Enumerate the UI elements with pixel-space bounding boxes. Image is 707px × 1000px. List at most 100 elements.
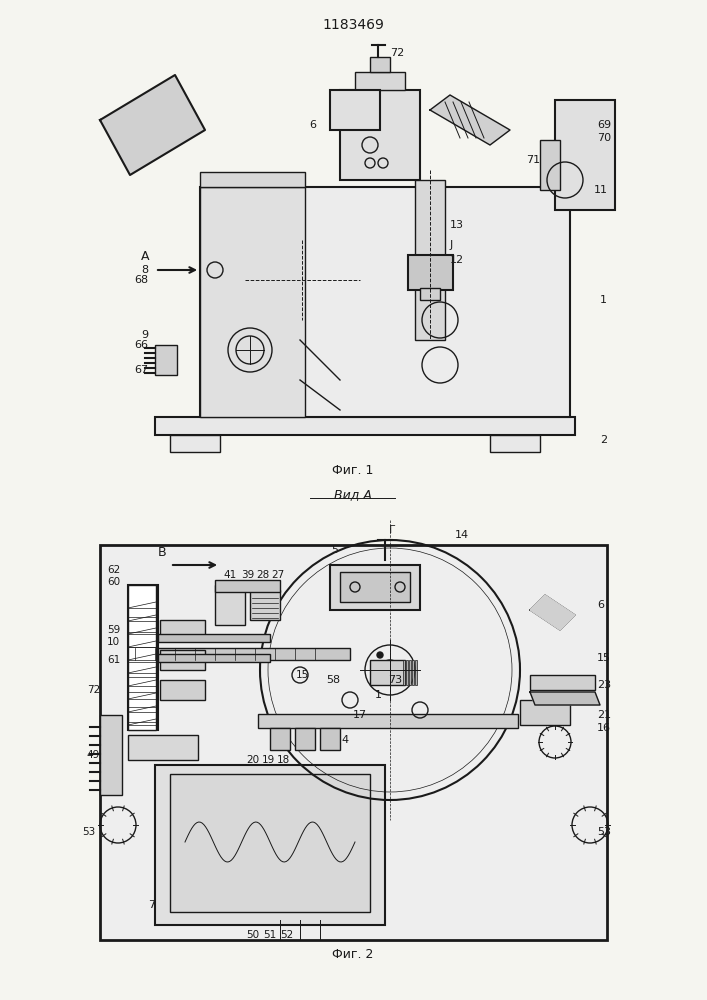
Bar [330, 90, 380, 130]
Bar [420, 288, 440, 300]
Text: 73: 73 [388, 675, 402, 685]
Text: 62: 62 [107, 565, 120, 575]
Bar [355, 72, 405, 90]
Text: Г: Г [389, 525, 396, 535]
Bar [160, 680, 205, 700]
Text: 14: 14 [455, 530, 469, 540]
Text: 39: 39 [241, 570, 255, 580]
Text: 70: 70 [597, 133, 611, 143]
Bar [270, 728, 290, 750]
Text: 20: 20 [247, 755, 259, 765]
Text: 49: 49 [87, 750, 100, 760]
Text: 53: 53 [82, 827, 95, 837]
Bar [160, 620, 205, 640]
Text: 28: 28 [257, 570, 269, 580]
Bar [490, 435, 540, 452]
Text: 71: 71 [526, 155, 540, 165]
Text: 15: 15 [597, 653, 611, 663]
Bar [215, 580, 280, 592]
Text: 53: 53 [597, 827, 611, 837]
Text: 27: 27 [271, 570, 285, 580]
Bar [520, 700, 570, 725]
Text: А: А [141, 250, 149, 263]
Bar [100, 545, 607, 940]
Text: 16: 16 [597, 723, 611, 733]
Bar [100, 715, 122, 795]
Bar [160, 650, 205, 670]
Text: Вид А: Вид А [334, 488, 372, 502]
Text: 67: 67 [134, 365, 148, 375]
Bar [540, 140, 560, 190]
Text: 68: 68 [134, 275, 148, 285]
Polygon shape [530, 595, 575, 630]
Bar [555, 100, 615, 210]
Text: 50: 50 [247, 930, 259, 940]
Bar [250, 590, 280, 620]
Bar [330, 565, 420, 610]
Text: 1: 1 [600, 295, 607, 305]
Text: 19: 19 [262, 755, 274, 765]
Bar [128, 735, 198, 760]
Polygon shape [100, 75, 205, 175]
Text: 72: 72 [87, 685, 100, 695]
Text: 60: 60 [107, 577, 120, 587]
Bar [215, 585, 245, 625]
Text: 5: 5 [332, 545, 339, 555]
Text: 12: 12 [450, 255, 464, 265]
Bar [128, 585, 158, 730]
Text: В: В [158, 546, 166, 560]
Text: 4: 4 [341, 735, 349, 745]
Text: 69: 69 [597, 120, 611, 130]
Bar [320, 728, 340, 750]
Text: 21: 21 [597, 710, 611, 720]
Bar [128, 585, 156, 730]
Bar [158, 654, 270, 662]
Text: 23: 23 [597, 680, 611, 690]
Bar [258, 714, 518, 728]
Text: 58: 58 [326, 675, 340, 685]
Bar [158, 634, 270, 642]
Text: 8: 8 [141, 265, 148, 275]
Bar [155, 417, 575, 435]
Text: J: J [450, 240, 453, 250]
Bar [170, 774, 370, 912]
Bar [370, 660, 405, 685]
Bar [415, 660, 417, 685]
Text: 41: 41 [223, 570, 237, 580]
Bar [340, 572, 410, 602]
Bar [155, 345, 177, 375]
Text: 59: 59 [107, 625, 120, 635]
Text: 17: 17 [353, 710, 367, 720]
Bar [409, 660, 411, 685]
Bar [530, 675, 595, 690]
Bar [200, 187, 305, 417]
Text: 13: 13 [450, 220, 464, 230]
Bar [412, 660, 414, 685]
Text: Фиг. 1: Фиг. 1 [332, 464, 374, 477]
Bar [415, 180, 445, 340]
Bar [170, 435, 220, 452]
Bar [370, 57, 390, 72]
Bar [340, 90, 420, 180]
Text: 11: 11 [594, 185, 608, 195]
Bar [155, 765, 385, 925]
Bar [130, 648, 350, 660]
Text: 15: 15 [296, 670, 309, 680]
Text: 52: 52 [281, 930, 293, 940]
Bar [406, 660, 408, 685]
Text: 6: 6 [309, 120, 316, 130]
Text: 2: 2 [600, 435, 607, 445]
Text: 7: 7 [148, 900, 155, 910]
Text: 72: 72 [390, 48, 404, 58]
Polygon shape [530, 692, 600, 705]
Bar [200, 172, 305, 187]
Bar [403, 660, 405, 685]
Text: 10: 10 [107, 637, 120, 647]
Text: Фиг. 2: Фиг. 2 [332, 948, 374, 962]
Text: 1: 1 [375, 690, 382, 700]
Text: 6: 6 [597, 600, 604, 610]
Text: 61: 61 [107, 655, 120, 665]
Circle shape [377, 652, 383, 658]
Bar [295, 728, 315, 750]
Text: 66: 66 [134, 340, 148, 350]
